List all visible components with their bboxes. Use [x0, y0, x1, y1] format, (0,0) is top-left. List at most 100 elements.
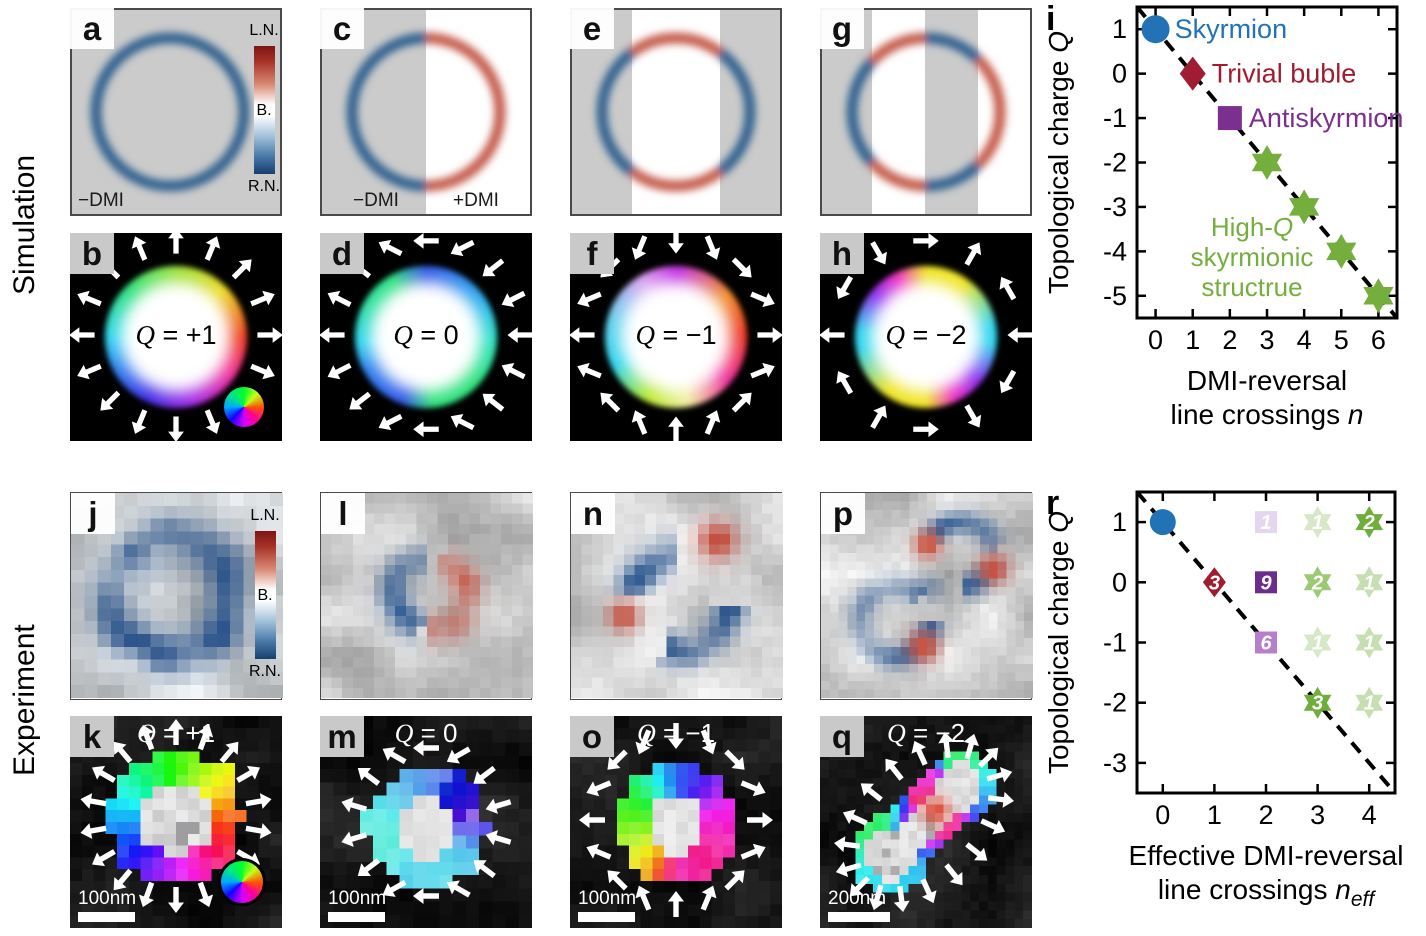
spin-arrow-icon — [131, 236, 148, 261]
marker-star6 — [1288, 189, 1320, 225]
panel-label-i: i — [1046, 0, 1056, 38]
marker-count: 3 — [1209, 572, 1220, 594]
spin-arrow-icon — [964, 242, 982, 266]
marker-count: 6 — [1260, 633, 1272, 655]
spin-arrow-icon — [327, 362, 352, 380]
panel-label-f: f — [570, 233, 614, 274]
panel-label-j: j — [71, 493, 115, 534]
q-value-label-h: Q = −2 — [885, 320, 967, 350]
hue-ring-core-d — [370, 281, 482, 393]
panel-label-l: l — [321, 493, 365, 534]
marker-count: 2 — [1363, 512, 1375, 534]
panel-q: Q = −2 200nm q — [820, 716, 1032, 928]
sim-ring-image-e — [570, 8, 782, 216]
panel-j: j L.N. B. R.N. — [70, 492, 283, 700]
spin-arrow-icon — [382, 879, 407, 897]
panel-label-c: c — [320, 8, 364, 49]
x-tick-label: 2 — [1222, 325, 1237, 355]
spin-arrow-icon — [413, 740, 439, 756]
x-tick-label: 6 — [1371, 325, 1386, 355]
spin-arrow-icon — [250, 290, 275, 307]
spin-arrow-icon — [91, 849, 116, 867]
marker-star6 — [1303, 506, 1332, 539]
spin-arrow-icon — [70, 327, 95, 343]
spin-arrow-icon — [257, 327, 282, 343]
marker-count: 1 — [1312, 512, 1323, 534]
spin-arrow-icon — [168, 233, 184, 254]
scale-bar — [328, 912, 385, 922]
q-value-label-o: Q = −1 — [636, 718, 716, 748]
marker-count: 1 — [1312, 633, 1323, 655]
y-tick-label: 1 — [1112, 507, 1127, 537]
panel-m: Q = 0 100nm m — [320, 716, 532, 928]
spin-arrow-icon — [446, 880, 471, 898]
y-tick-label: -1 — [1103, 628, 1127, 658]
color-wheel-icon — [218, 858, 266, 906]
x-axis-label-line1: Effective DMI-reversal — [1129, 840, 1404, 871]
x-tick-label: 0 — [1155, 800, 1170, 830]
spin-arrow-icon — [197, 724, 214, 751]
spin-arrow-icon — [204, 409, 221, 434]
x-tick-label: 2 — [1258, 800, 1273, 830]
marker-star6 — [1303, 566, 1332, 599]
q-value-label-f: Q = −1 — [635, 320, 717, 350]
spin-arrow-icon — [245, 793, 272, 809]
spin-arrow-icon — [91, 765, 116, 783]
spin-arrow-icon — [236, 765, 261, 783]
spin-arrow-icon — [168, 887, 184, 913]
marker-square — [1217, 106, 1242, 131]
scale-bar-label: 100nm — [328, 888, 387, 909]
spin-arrow-icon — [168, 416, 184, 441]
marker-diamond — [1179, 56, 1206, 91]
marker-diamond — [1202, 567, 1226, 598]
y-tick-label: -2 — [1103, 688, 1127, 718]
y-tick-label: -1 — [1103, 103, 1127, 133]
spin-arrow-icon — [740, 843, 766, 860]
legend-highq-line: skyrmionic — [1191, 242, 1314, 272]
panel-n: n — [570, 492, 783, 700]
panel-a: a L.N. B. R.N. −DMI — [70, 8, 282, 216]
marker-star6 — [1355, 626, 1384, 659]
spin-arrow-icon — [586, 843, 612, 860]
marker-count: 1 — [1364, 572, 1375, 594]
spin-arrow-icon — [327, 290, 352, 308]
panel-b: Q = +1 b — [70, 233, 282, 441]
spin-arrow-icon — [577, 291, 602, 308]
x-tick-label: 3 — [1310, 800, 1325, 830]
scale-bar — [78, 912, 135, 922]
panel-f: Q = −1 f — [570, 233, 782, 441]
spin-arrow-icon — [485, 830, 512, 846]
legend-circle: Skyrmion — [1175, 14, 1288, 44]
spin-arrow-icon — [999, 276, 1017, 301]
y-tick-label: -4 — [1103, 236, 1127, 266]
spin-arrow-icon — [507, 327, 532, 343]
scale-bar-label: 100nm — [578, 888, 637, 909]
spin-arrow-icon — [964, 404, 982, 428]
x-tick-label: 1 — [1185, 325, 1200, 355]
colorbar-label-right-negative: R.N. — [248, 178, 280, 195]
hue-ring-core-b — [120, 281, 232, 393]
panel-d: Q = 0 d — [320, 233, 532, 441]
spin-arrow-icon — [668, 233, 684, 254]
spin-arrow-icon — [704, 235, 721, 260]
panel-e: e — [570, 8, 782, 216]
spin-arrow-icon — [747, 812, 773, 828]
scale-bar — [828, 912, 890, 922]
marker-star6 — [1326, 233, 1357, 269]
spin-arrow-icon — [607, 749, 628, 770]
spin-arrow-icon — [920, 878, 937, 904]
panel-label-a: a — [70, 8, 114, 49]
spin-arrow-icon — [668, 723, 684, 749]
panel-g: g — [820, 8, 1032, 216]
spin-arrows — [570, 233, 782, 441]
spin-arrows — [341, 740, 512, 904]
q-value-label-q: Q = −2 — [886, 718, 966, 748]
marker-star6 — [1355, 686, 1384, 719]
marker-star6 — [1355, 566, 1384, 599]
y-axis-label: Topological charge Q — [1043, 511, 1074, 774]
spin-arrow-icon — [631, 410, 648, 435]
y-tick-label: -3 — [1103, 748, 1127, 778]
spin-arrow-icon — [913, 233, 939, 249]
panel-label-o: o — [570, 716, 614, 757]
